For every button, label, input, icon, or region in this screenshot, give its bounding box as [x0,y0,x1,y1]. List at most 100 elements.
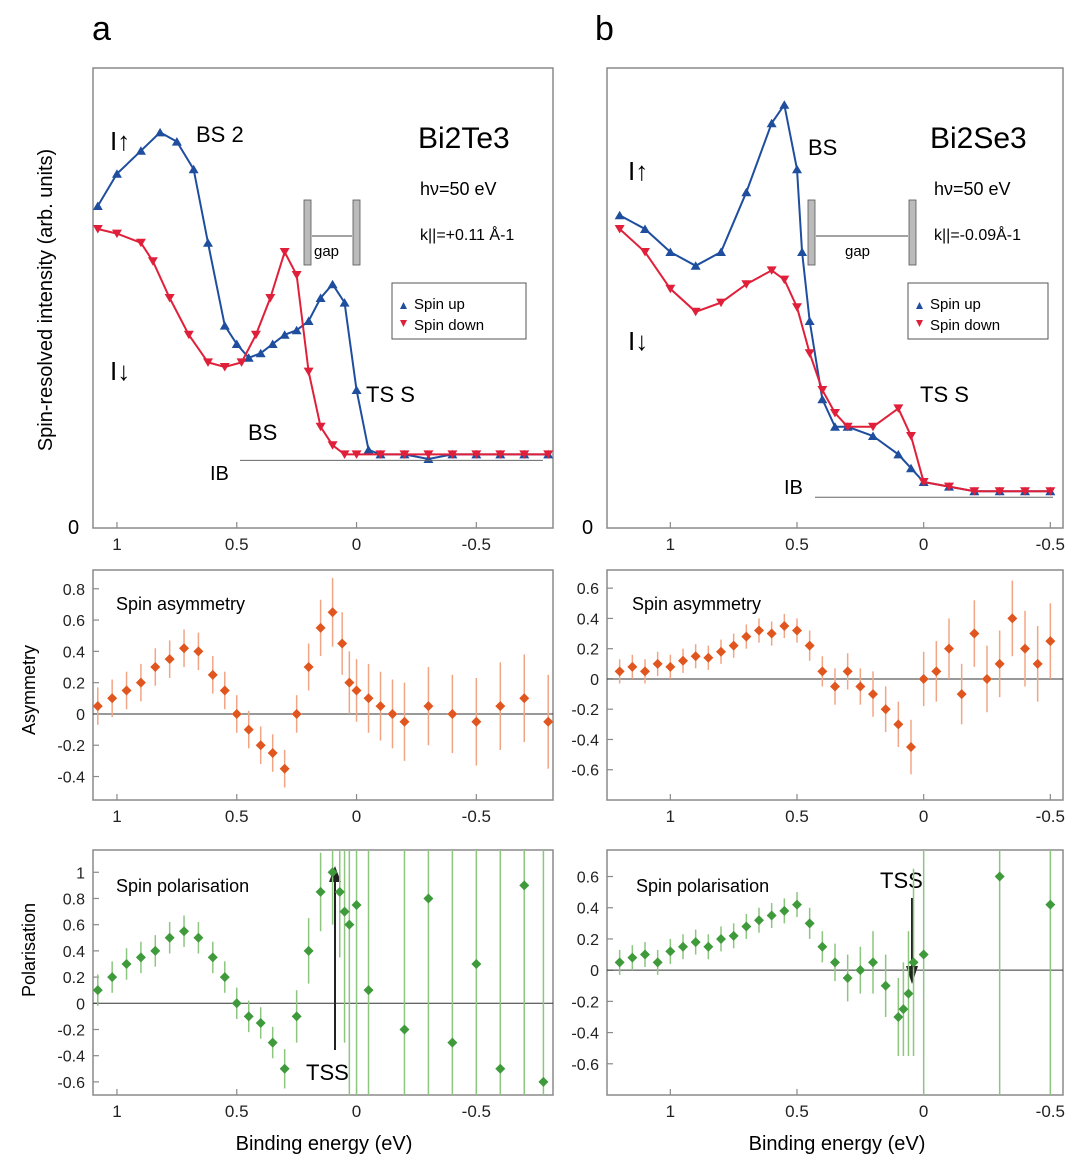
data-point-b-polarisation-18 [842,972,853,983]
data-point-b-intensity-down-0 [614,225,625,234]
y-tick-label-a-polarisation-2: -0.2 [57,1022,85,1039]
data-point-b-asymmetry-2 [640,666,650,677]
data-point-b-polarisation-21 [880,980,891,991]
x-tick-label-a-polarisation-3: -0.5 [462,1102,491,1121]
data-point-b-polarisation-24 [903,988,914,999]
legend-b: Spin up Spin down [907,282,1049,340]
legend-spin-up-marker-b [916,302,923,309]
data-point-a-asymmetry-30 [519,693,530,704]
data-point-a-polarisation-11 [243,1011,254,1022]
data-point-a-intensity-up-3 [155,127,166,137]
y-tick-label-a-polarisation-4: 0.2 [63,970,85,987]
pol-title-b: Spin polarisation [636,876,769,896]
data-point-b-asymmetry-22 [893,719,904,730]
xlabel-b: Binding energy (eV) [749,1133,926,1155]
data-point-a-polarisation-5 [164,932,175,943]
bs-label-a: BS [248,420,277,445]
y-tick-label-b-asymmetry-2: -0.2 [571,702,599,719]
data-point-b-intensity-down-2 [665,284,676,294]
data-point-b-intensity-up-7 [779,100,790,109]
data-point-b-polarisation-26 [918,949,929,960]
x-tick-label-a-intensity-1: 0.5 [225,535,249,554]
material-label-b: Bi2Se3 [930,122,1027,155]
data-point-a-intensity-down-18 [375,450,386,459]
x-tick-label-b-polarisation-3: -0.5 [1036,1102,1065,1121]
data-point-a-intensity-up-19 [363,445,374,454]
data-point-b-intensity-down-19 [994,487,1005,496]
data-point-b-intensity-down-21 [1045,487,1056,496]
data-point-b-polarisation-15 [804,918,815,929]
data-point-b-asymmetry-11 [754,625,764,636]
ylabel-intensity: Spin-resolved intensity (arb. units) [35,149,57,451]
y-tick-label-a-asymmetry-5: 0.6 [63,613,85,630]
y-tick-label-a-asymmetry-2: 0 [76,707,85,724]
data-point-b-polarisation-6 [690,937,701,948]
y-tick-label-b-polarisation-6: 0.6 [577,870,599,887]
data-point-b-intensity-up-4 [716,247,726,256]
legend-spin-up-marker-a [400,302,407,309]
data-point-b-polarisation-17 [830,957,840,968]
data-point-b-intensity-down-10 [817,386,828,395]
data-point-b-intensity-up-10 [804,316,815,325]
data-point-a-intensity-up-6 [203,238,213,247]
bs2-label: BS 2 [196,122,244,147]
data-point-b-asymmetry-23 [906,742,916,753]
data-point-a-asymmetry-17 [315,622,326,633]
data-point-a-asymmetry-4 [150,662,161,673]
data-point-b-polarisation-8 [716,933,726,944]
data-point-b-intensity-down-13 [868,422,878,432]
data-point-a-intensity-up-11 [267,339,278,348]
plots-layer: 1 0.5 0 -0.5 1 0.5 0 -0.5 1 0.5 0 -0.5 -0.4 -0.2 0 0.2 0… [57,67,1065,1121]
data-point-a-asymmetry-12 [255,740,266,751]
x-tick-label-b-intensity-3: -0.5 [1036,535,1065,554]
axes-frame-b-asymmetry [606,569,1064,801]
y-tick-label-a-polarisation-0: -0.6 [57,1075,85,1092]
data-point-b-asymmetry-32 [1020,643,1030,654]
y-tick-label-a-polarisation-3: 0 [76,996,85,1013]
data-point-b-asymmetry-13 [779,620,790,631]
data-point-a-asymmetry-7 [193,646,204,657]
data-point-b-asymmetry-3 [652,658,663,669]
axes-frame-b-polarisation [606,849,1064,1096]
data-point-a-intensity-down-0 [92,225,103,234]
data-point-b-asymmetry-8 [716,646,726,657]
data-point-b-intensity-up-12 [830,422,840,431]
x-tick-label-a-polarisation-0: 1 [112,1102,121,1121]
data-point-a-intensity-down-1 [111,229,122,239]
data-point-a-intensity-down-5 [183,330,194,340]
data-point-a-intensity-up-0 [92,201,103,210]
data-point-a-polarisation-29 [519,880,530,891]
asym-title-b: Spin asymmetry [632,594,761,614]
data-point-b-asymmetry-17 [830,681,840,692]
y-tick-label-b-polarisation-0: -0.6 [571,1057,599,1074]
data-point-b-intensity-up-8 [792,164,802,174]
x-tick-label-b-asymmetry-1: 0.5 [785,807,809,826]
data-point-b-intensity-down-14 [893,404,904,413]
iup-label-a: I↑ [110,126,130,156]
data-point-a-intensity-up-10 [255,348,266,358]
data-point-a-intensity-up-2 [135,146,146,155]
data-point-b-intensity-down-3 [690,307,701,317]
data-point-a-asymmetry-5 [164,654,175,665]
data-point-a-asymmetry-27 [447,708,458,719]
data-point-a-polarisation-12 [255,1017,266,1028]
data-point-b-asymmetry-14 [792,625,802,636]
data-point-a-polarisation-20 [339,906,350,917]
data-point-b-asymmetry-29 [982,673,992,684]
data-point-b-asymmetry-10 [741,631,752,642]
data-point-b-asymmetry-20 [868,689,878,700]
y-tick-label-a-polarisation-6: 0.6 [63,918,85,935]
x-tick-label-a-polarisation-1: 0.5 [225,1102,249,1121]
data-point-a-polarisation-30 [538,1076,549,1087]
data-point-a-intensity-up-18 [351,385,362,394]
data-point-b-intensity-up-2 [665,247,676,256]
data-point-b-polarisation-16 [817,941,828,952]
data-point-b-polarisation-14 [792,899,802,910]
data-point-b-polarisation-22 [893,1011,904,1022]
axes-frame-a-polarisation [92,849,554,1096]
zero-label-a: 0 [68,517,79,539]
legend-spin-up-b: Spin up [930,296,981,313]
data-point-a-polarisation-8 [207,952,218,963]
data-point-b-asymmetry-27 [956,689,967,700]
y-tick-label-a-polarisation-1: -0.4 [57,1049,85,1066]
